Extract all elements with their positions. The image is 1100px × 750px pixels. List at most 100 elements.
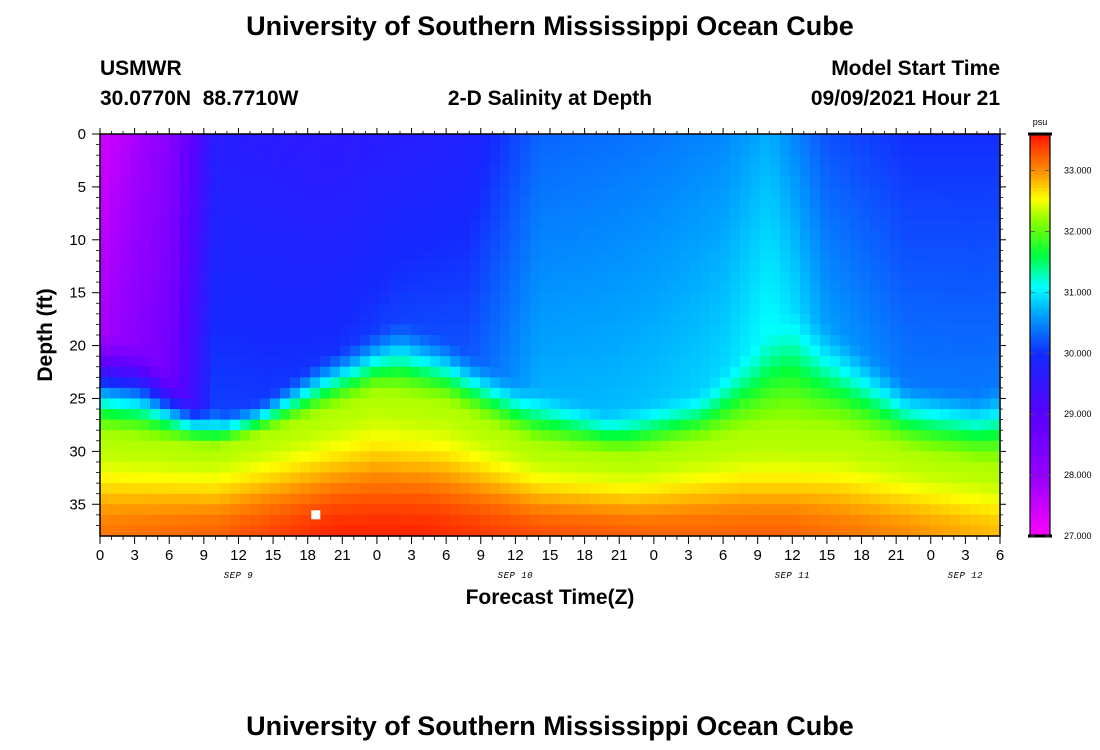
- colorbar-segment: [1030, 207, 1050, 212]
- colorbar-segment: [1030, 231, 1050, 236]
- colorbar-tick-label: 28.000: [1064, 470, 1092, 480]
- colorbar-segment: [1030, 445, 1050, 450]
- colorbar-segment: [1030, 462, 1050, 467]
- y-tick-label: 0: [78, 126, 86, 143]
- colorbar-segment: [1030, 361, 1050, 366]
- colorbar-segment: [1030, 351, 1050, 356]
- x-tick-label: 0: [373, 547, 381, 564]
- colorbar-segment: [1030, 237, 1050, 242]
- date-labels: SEP 9 SEP 10 SEP 11 SEP 12: [224, 571, 983, 581]
- colorbar-segment: [1030, 428, 1050, 433]
- colorbar-segment: [1030, 227, 1050, 232]
- colorbar-segment: [1030, 257, 1050, 262]
- x-tick-label: 3: [684, 547, 692, 564]
- colorbar-segment: [1030, 221, 1050, 226]
- x-tick-label: 21: [888, 547, 905, 564]
- colorbar-segment: [1030, 509, 1050, 514]
- x-tick-label: 12: [784, 547, 801, 564]
- colorbar-segment: [1030, 398, 1050, 403]
- colorbar-segment: [1030, 278, 1050, 282]
- colorbar-segment: [1030, 160, 1050, 165]
- colorbar-segment: [1030, 247, 1050, 252]
- colorbar-segment: [1030, 465, 1050, 470]
- colorbar-segment: [1030, 331, 1050, 336]
- colorbar-tick-label: 30.000: [1064, 348, 1092, 358]
- colorbar-segment: [1030, 452, 1050, 457]
- x-tick-label: 6: [719, 547, 727, 564]
- colorbar-segment: [1030, 482, 1050, 487]
- y-axis: 0 5 10 15 20 25 30 35: [69, 126, 1006, 526]
- date-label: SEP 11: [775, 571, 810, 581]
- x-tick-label: 0: [96, 547, 104, 564]
- colorbar-segment: [1030, 455, 1050, 460]
- colorbar-segment: [1030, 311, 1050, 316]
- colorbar-segment: [1030, 395, 1050, 400]
- y-tick-label: 30: [69, 443, 86, 460]
- plot-title: 2-D Salinity at Depth: [448, 87, 652, 110]
- x-tick-label: 15: [265, 547, 282, 564]
- x-tick-label: 0: [927, 547, 935, 564]
- colorbar-segment: [1030, 328, 1050, 333]
- colorbar-segment: [1030, 448, 1050, 453]
- y-tick-label: 10: [69, 232, 86, 249]
- x-axis: 0 3 6 9 12 15 18 21 0 3 6 9 12 15 18 21 0 3 6 9 12 15 18 21 0 3 6: [96, 128, 1004, 564]
- date-label: SEP 9: [224, 571, 254, 581]
- colorbar-segment: [1030, 284, 1050, 289]
- x-tick-label: 3: [130, 547, 138, 564]
- colorbar-segment: [1030, 150, 1050, 155]
- x-tick-label: 12: [507, 547, 524, 564]
- x-tick-label: 0: [650, 547, 658, 564]
- x-tick-label: 6: [996, 547, 1004, 564]
- colorbar-segment: [1030, 378, 1050, 383]
- colorbar: 27.000 28.000 29.000 30.000 31.000 32.000 33.0…: [1028, 132, 1092, 541]
- colorbar-tick-label: 29.000: [1064, 409, 1092, 419]
- x-tick-label: 21: [334, 547, 351, 564]
- colorbar-segment: [1030, 368, 1050, 373]
- x-tick-label: 6: [442, 547, 450, 564]
- colorbar-segment: [1030, 187, 1050, 192]
- colorbar-segment: [1030, 355, 1050, 360]
- colorbar-segment: [1030, 134, 1050, 138]
- colorbar-tick-label: 31.000: [1064, 287, 1092, 297]
- colorbar-segment: [1030, 157, 1050, 162]
- colorbar-segment: [1030, 261, 1050, 266]
- colorbar-segment: [1030, 391, 1050, 396]
- y-tick-label: 15: [69, 285, 86, 302]
- x-tick-label: 3: [961, 547, 969, 564]
- colorbar-segment: [1030, 304, 1050, 309]
- marker: [311, 510, 321, 520]
- colorbar-segment: [1030, 301, 1050, 306]
- colorbar-segment: [1030, 234, 1050, 239]
- colorbar-segment: [1030, 268, 1050, 272]
- colorbar-segment: [1030, 338, 1050, 343]
- x-axis-title: Forecast Time(Z): [466, 586, 635, 609]
- colorbar-segment: [1030, 314, 1050, 319]
- colorbar-segment: [1030, 241, 1050, 246]
- colorbar-segment: [1030, 214, 1050, 219]
- colorbar-segment: [1030, 174, 1050, 179]
- colorbar-segment: [1030, 365, 1050, 370]
- colorbar-segment: [1030, 264, 1050, 269]
- colorbar-segment: [1030, 341, 1050, 346]
- colorbar-segment: [1030, 170, 1050, 175]
- model-start-value: 09/09/2021 Hour 21: [811, 87, 1000, 110]
- colorbar-segment: [1030, 204, 1050, 209]
- colorbar-segment: [1030, 190, 1050, 195]
- colorbar-segment: [1030, 167, 1050, 172]
- colorbar-segment: [1030, 308, 1050, 313]
- colorbar-segment: [1030, 271, 1050, 276]
- colorbar-segment: [1030, 180, 1050, 185]
- colorbar-segment: [1030, 137, 1050, 142]
- colorbar-segment: [1030, 385, 1050, 390]
- y-axis-title: Depth (ft): [34, 288, 57, 381]
- colorbar-segment: [1030, 388, 1050, 393]
- colorbar-segment: [1030, 294, 1050, 299]
- colorbar-segment: [1030, 254, 1050, 259]
- colorbar-segment: [1030, 291, 1050, 296]
- colorbar-segment: [1030, 224, 1050, 229]
- colorbar-unit: psu: [1033, 117, 1048, 127]
- colorbar-segment: [1030, 140, 1050, 145]
- colorbar-segment: [1030, 418, 1050, 423]
- colorbar-segment: [1030, 345, 1050, 349]
